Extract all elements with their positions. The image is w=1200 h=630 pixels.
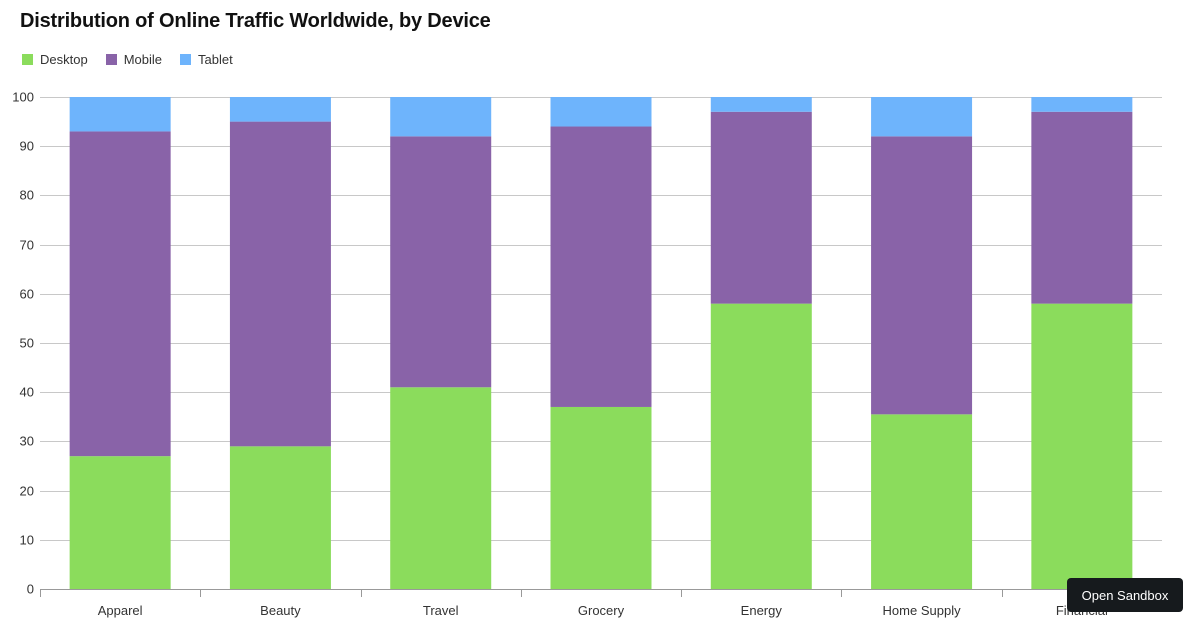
bar-tablet-financial[interactable] bbox=[1031, 97, 1133, 112]
x-tick-label-grocery: Grocery bbox=[578, 603, 625, 618]
y-tick-label-0: 0 bbox=[27, 582, 34, 597]
legend-label-desktop: Desktop bbox=[40, 52, 88, 67]
bar-desktop-grocery[interactable] bbox=[550, 406, 652, 589]
bar-mobile-travel[interactable] bbox=[390, 136, 492, 388]
bar-desktop-home-supply[interactable] bbox=[871, 414, 973, 589]
bar-tablet-apparel[interactable] bbox=[69, 97, 171, 132]
legend-swatch-mobile bbox=[105, 54, 117, 65]
y-tick-label-10: 10 bbox=[20, 533, 34, 548]
bar-tablet-travel[interactable] bbox=[390, 97, 492, 137]
bar-mobile-grocery[interactable] bbox=[550, 126, 652, 407]
legend-label-tablet: Tablet bbox=[198, 52, 233, 67]
bar-mobile-financial[interactable] bbox=[1031, 111, 1133, 304]
bar-desktop-financial[interactable] bbox=[1031, 303, 1133, 589]
legend-label-mobile: Mobile bbox=[123, 52, 162, 67]
bar-tablet-beauty[interactable] bbox=[229, 97, 331, 122]
open-sandbox-button[interactable]: Open Sandbox bbox=[1067, 578, 1183, 612]
y-tick-label-20: 20 bbox=[20, 484, 34, 499]
bar-desktop-energy[interactable] bbox=[710, 303, 812, 589]
chart-title: Distribution of Online Traffic Worldwide… bbox=[20, 10, 491, 32]
bar-desktop-travel[interactable] bbox=[390, 387, 492, 589]
y-tick-label-40: 40 bbox=[20, 385, 34, 400]
x-tick-label-apparel: Apparel bbox=[98, 603, 143, 618]
bar-tablet-grocery[interactable] bbox=[550, 97, 652, 127]
y-tick-label-70: 70 bbox=[20, 238, 34, 253]
y-tick-label-100: 100 bbox=[12, 90, 34, 105]
bar-mobile-energy[interactable] bbox=[710, 111, 812, 304]
bar-desktop-beauty[interactable] bbox=[229, 446, 331, 589]
y-tick-label-90: 90 bbox=[20, 139, 34, 154]
x-tick-label-home-supply: Home Supply bbox=[883, 603, 962, 618]
legend-item-tablet[interactable]: Tablet bbox=[180, 52, 233, 67]
bar-tablet-energy[interactable] bbox=[710, 97, 812, 112]
bar-tablet-home-supply[interactable] bbox=[871, 97, 973, 137]
legend-swatch-desktop bbox=[22, 54, 33, 65]
x-tick-label-energy: Energy bbox=[741, 603, 783, 618]
y-tick-label-60: 60 bbox=[20, 287, 34, 302]
legend-item-desktop[interactable]: Desktop bbox=[22, 52, 88, 67]
legend-swatch-tablet bbox=[180, 54, 191, 65]
chart-legend: Desktop Mobile Tablet bbox=[22, 52, 233, 67]
y-tick-label-80: 80 bbox=[20, 188, 34, 203]
legend-item-mobile[interactable]: Mobile bbox=[105, 52, 162, 67]
y-tick-label-30: 30 bbox=[20, 434, 34, 449]
bar-mobile-apparel[interactable] bbox=[69, 131, 171, 457]
bar-mobile-home-supply[interactable] bbox=[871, 136, 973, 415]
x-tick-label-travel: Travel bbox=[423, 603, 459, 618]
x-tick-label-beauty: Beauty bbox=[260, 603, 301, 618]
bar-mobile-beauty[interactable] bbox=[229, 121, 331, 447]
y-tick-label-50: 50 bbox=[20, 336, 34, 351]
bar-desktop-apparel[interactable] bbox=[69, 456, 171, 589]
